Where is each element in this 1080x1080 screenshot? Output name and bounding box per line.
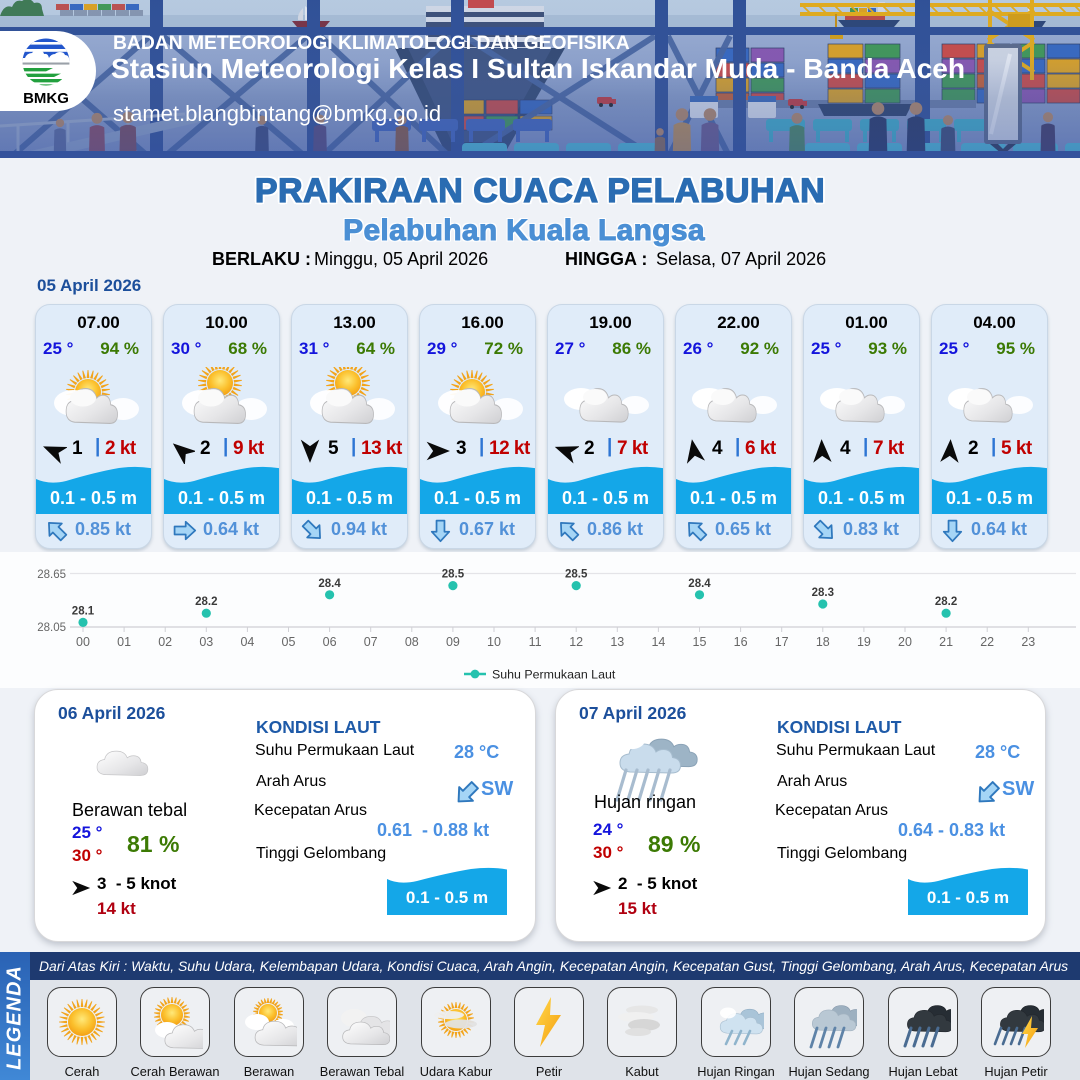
svg-text:22: 22 xyxy=(980,635,994,649)
svg-text:18: 18 xyxy=(816,635,830,649)
svg-text:06: 06 xyxy=(323,635,337,649)
svg-text:28.5: 28.5 xyxy=(565,569,588,581)
svg-text:09: 09 xyxy=(446,635,460,649)
svg-text:28.1: 28.1 xyxy=(72,605,95,617)
svg-text:19: 19 xyxy=(857,635,871,649)
svg-text:07: 07 xyxy=(364,635,378,649)
svg-text:28.65: 28.65 xyxy=(37,569,66,581)
svg-text:28.05: 28.05 xyxy=(37,622,66,634)
svg-text:28.3: 28.3 xyxy=(812,587,834,599)
svg-text:02: 02 xyxy=(158,635,172,649)
svg-text:11: 11 xyxy=(529,635,542,649)
svg-text:08: 08 xyxy=(405,635,419,649)
svg-text:28.4: 28.4 xyxy=(688,578,711,590)
svg-text:Suhu Permukaan Laut: Suhu Permukaan Laut xyxy=(492,668,616,682)
svg-text:10: 10 xyxy=(487,635,501,649)
svg-text:28.5: 28.5 xyxy=(442,569,465,581)
svg-text:28.2: 28.2 xyxy=(935,596,957,608)
svg-text:21: 21 xyxy=(939,635,953,649)
svg-text:28.2: 28.2 xyxy=(195,596,217,608)
svg-text:14: 14 xyxy=(651,635,665,649)
svg-text:05: 05 xyxy=(282,635,296,649)
svg-text:16: 16 xyxy=(734,635,748,649)
svg-text:12: 12 xyxy=(569,635,583,649)
svg-text:13: 13 xyxy=(610,635,624,649)
svg-text:23: 23 xyxy=(1021,635,1035,649)
svg-text:BMKG: BMKG xyxy=(23,90,69,107)
svg-text:01: 01 xyxy=(117,635,131,649)
svg-text:20: 20 xyxy=(898,635,912,649)
svg-text:28.4: 28.4 xyxy=(318,578,341,590)
svg-text:15: 15 xyxy=(693,635,707,649)
svg-text:03: 03 xyxy=(199,635,213,649)
svg-text:04: 04 xyxy=(240,635,254,649)
svg-text:17: 17 xyxy=(775,635,789,649)
svg-text:00: 00 xyxy=(76,635,90,649)
